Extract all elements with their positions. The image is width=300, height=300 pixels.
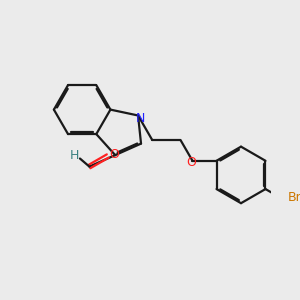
Text: O: O — [110, 148, 119, 161]
Text: Br: Br — [288, 190, 300, 204]
Text: N: N — [136, 112, 145, 125]
Text: H: H — [70, 149, 79, 162]
Text: O: O — [186, 156, 196, 169]
